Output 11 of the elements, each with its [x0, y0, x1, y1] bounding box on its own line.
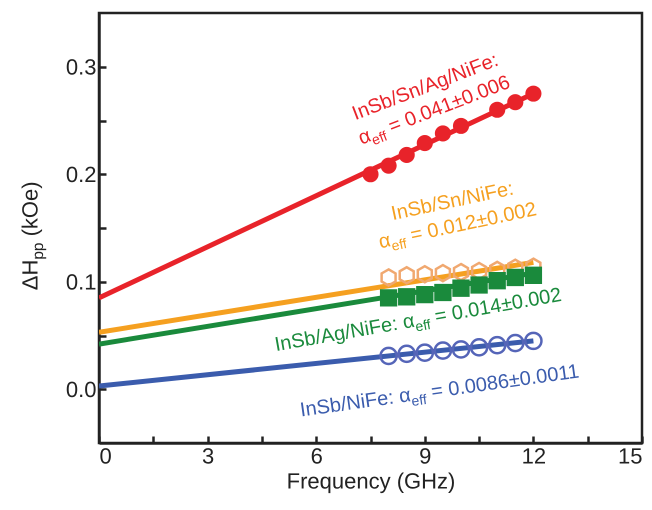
y-tick-label: 0.2	[66, 162, 96, 187]
x-tick-label: 3	[202, 444, 214, 468]
y-tick-label: 0.3	[66, 54, 96, 80]
x-tick-label: 12	[522, 444, 546, 468]
y-tick-label: 0.1	[66, 269, 96, 294]
x-tick-label: 9	[419, 444, 432, 468]
x-tick-label: 6	[310, 444, 323, 468]
y-tick-label: 0.0	[66, 376, 96, 402]
x-tick-label: 0	[100, 444, 112, 468]
x-tick-label: 15	[618, 444, 642, 468]
x-axis-title: Frequency (GHz)	[286, 468, 456, 494]
